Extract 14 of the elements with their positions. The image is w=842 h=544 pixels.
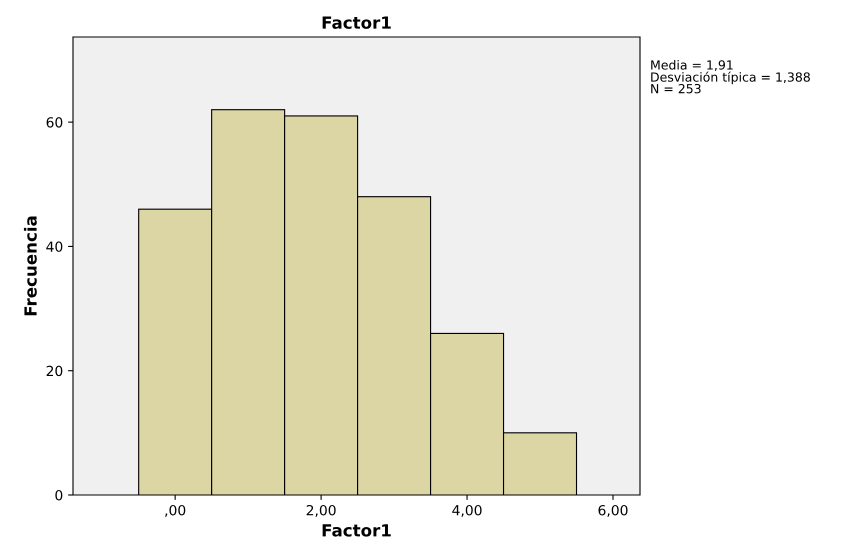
y-axis-title: Frecuencia (24, 216, 37, 316)
y-tick-label: 0 (55, 490, 62, 500)
text: Desviación típica = 1,388 (651, 72, 810, 84)
x-tick-label: ,00 (165, 504, 186, 517)
text: Media = 1,91 (651, 60, 733, 71)
x-tick-label: 4,00 (452, 504, 482, 517)
y-tick-label: 60 (46, 117, 62, 128)
x-axis-title: Factor1 (322, 524, 391, 537)
x-tick-label: 6,00 (598, 504, 628, 517)
text: N = 253 (651, 84, 701, 94)
x-tick-label: 2,00 (306, 504, 336, 517)
y-tick-label: 20 (46, 366, 62, 376)
y-tick-label: 40 (46, 241, 62, 252)
chart-title: Factor1 (322, 16, 391, 29)
